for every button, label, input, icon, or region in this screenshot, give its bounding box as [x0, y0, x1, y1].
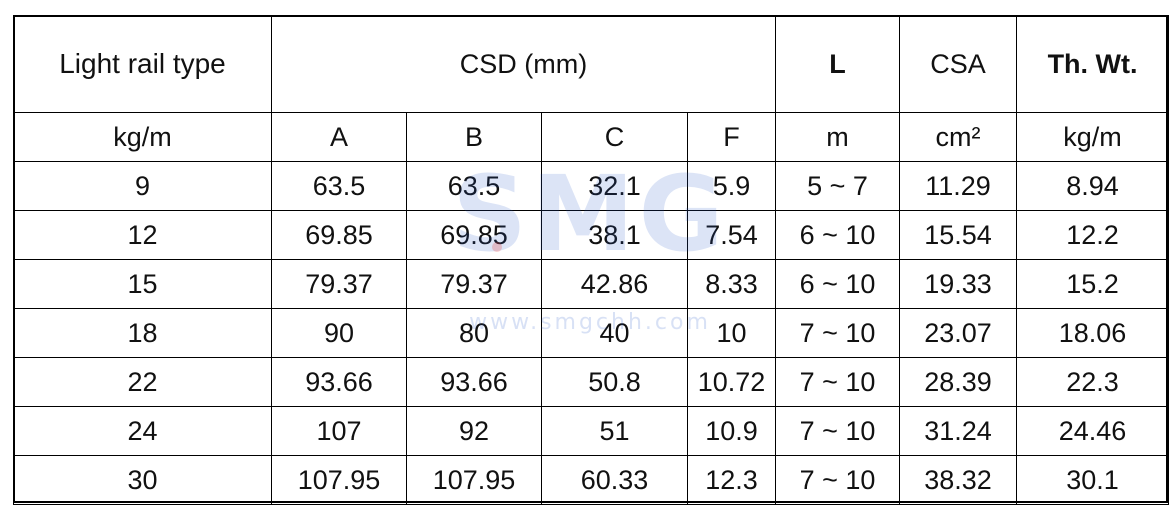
cell-weight: 12.2: [1016, 210, 1170, 260]
table-row: 12 69.85 69.85 38.1 7.54 6 ~ 10 15.54 12…: [13, 210, 1170, 260]
cell-type: 9: [13, 161, 272, 211]
cell-length: 5 ~ 7: [775, 161, 901, 211]
subheader-b: B: [406, 112, 542, 162]
cell-csa: 31.24: [899, 406, 1018, 456]
subheader-c: C: [541, 112, 688, 162]
cell-a: 107.95: [271, 455, 407, 505]
cell-f: 12.3: [686, 455, 777, 505]
header-row-units: kg/m A B C F m cm² kg/m: [13, 112, 1170, 162]
cell-csa: 38.32: [899, 455, 1018, 505]
cell-b: 80: [406, 308, 542, 358]
cell-length: 7 ~ 10: [775, 357, 901, 407]
cell-a: 107: [271, 406, 407, 456]
cell-b: 63.5: [406, 161, 542, 211]
cell-weight: 15.2: [1016, 259, 1170, 309]
cell-csa: 28.39: [899, 357, 1018, 407]
cell-a: 63.5: [271, 161, 407, 211]
cell-weight: 22.3: [1016, 357, 1170, 407]
cell-c: 42.86: [541, 259, 688, 309]
cell-csa: 11.29: [899, 161, 1018, 211]
cell-type: 24: [13, 406, 272, 456]
light-rail-spec-table: Light rail type CSD (mm) L CSA Th. Wt. k…: [13, 15, 1170, 505]
cell-f: 10.72: [686, 357, 777, 407]
cell-f: 5.9: [686, 161, 777, 211]
subheader-f: F: [686, 112, 777, 162]
unit-csa: cm²: [899, 112, 1018, 162]
table-row: 30 107.95 107.95 60.33 12.3 7 ~ 10 38.32…: [13, 455, 1170, 505]
cell-length: 7 ~ 10: [775, 308, 901, 358]
cell-csa: 19.33: [899, 259, 1018, 309]
cell-f: 7.54: [686, 210, 777, 260]
subheader-a: A: [271, 112, 407, 162]
table-row: 9 63.5 63.5 32.1 5.9 5 ~ 7 11.29 8.94: [13, 161, 1170, 211]
cell-length: 6 ~ 10: [775, 259, 901, 309]
cell-f: 10: [686, 308, 777, 358]
unit-weight: kg/m: [1016, 112, 1170, 162]
cell-b: 79.37: [406, 259, 542, 309]
table-row: 22 93.66 93.66 50.8 10.72 7 ~ 10 28.39 2…: [13, 357, 1170, 407]
cell-weight: 30.1: [1016, 455, 1170, 505]
cell-c: 38.1: [541, 210, 688, 260]
cell-csa: 23.07: [899, 308, 1018, 358]
cell-type: 22: [13, 357, 272, 407]
cell-b: 92: [406, 406, 542, 456]
cell-type: 18: [13, 308, 272, 358]
cell-length: 6 ~ 10: [775, 210, 901, 260]
header-light-rail-type: Light rail type: [13, 15, 272, 113]
cell-c: 32.1: [541, 161, 688, 211]
cell-a: 90: [271, 308, 407, 358]
table-row: 15 79.37 79.37 42.86 8.33 6 ~ 10 19.33 1…: [13, 259, 1170, 309]
cell-csa: 15.54: [899, 210, 1018, 260]
header-csa: CSA: [899, 15, 1018, 113]
header-row-titles: Light rail type CSD (mm) L CSA Th. Wt.: [13, 15, 1170, 113]
cell-weight: 8.94: [1016, 161, 1170, 211]
unit-type: kg/m: [13, 112, 272, 162]
cell-f: 10.9: [686, 406, 777, 456]
cell-weight: 18.06: [1016, 308, 1170, 358]
cell-b: 93.66: [406, 357, 542, 407]
cell-b: 107.95: [406, 455, 542, 505]
cell-c: 51: [541, 406, 688, 456]
cell-a: 79.37: [271, 259, 407, 309]
header-theoretical-weight: Th. Wt.: [1016, 15, 1170, 113]
cell-c: 50.8: [541, 357, 688, 407]
cell-length: 7 ~ 10: [775, 455, 901, 505]
cell-a: 69.85: [271, 210, 407, 260]
cell-a: 93.66: [271, 357, 407, 407]
cell-c: 40: [541, 308, 688, 358]
cell-type: 12: [13, 210, 272, 260]
header-csd: CSD (mm): [270, 15, 777, 113]
table-row: 18 90 80 40 10 7 ~ 10 23.07 18.06: [13, 308, 1170, 358]
cell-length: 7 ~ 10: [775, 406, 901, 456]
cell-type: 30: [13, 455, 272, 505]
unit-length: m: [775, 112, 901, 162]
cell-b: 69.85: [406, 210, 542, 260]
cell-c: 60.33: [541, 455, 688, 505]
cell-f: 8.33: [686, 259, 777, 309]
table-row: 24 107 92 51 10.9 7 ~ 10 31.24 24.46: [13, 406, 1170, 456]
cell-weight: 24.46: [1016, 406, 1170, 456]
header-length: L: [775, 15, 901, 113]
cell-type: 15: [13, 259, 272, 309]
